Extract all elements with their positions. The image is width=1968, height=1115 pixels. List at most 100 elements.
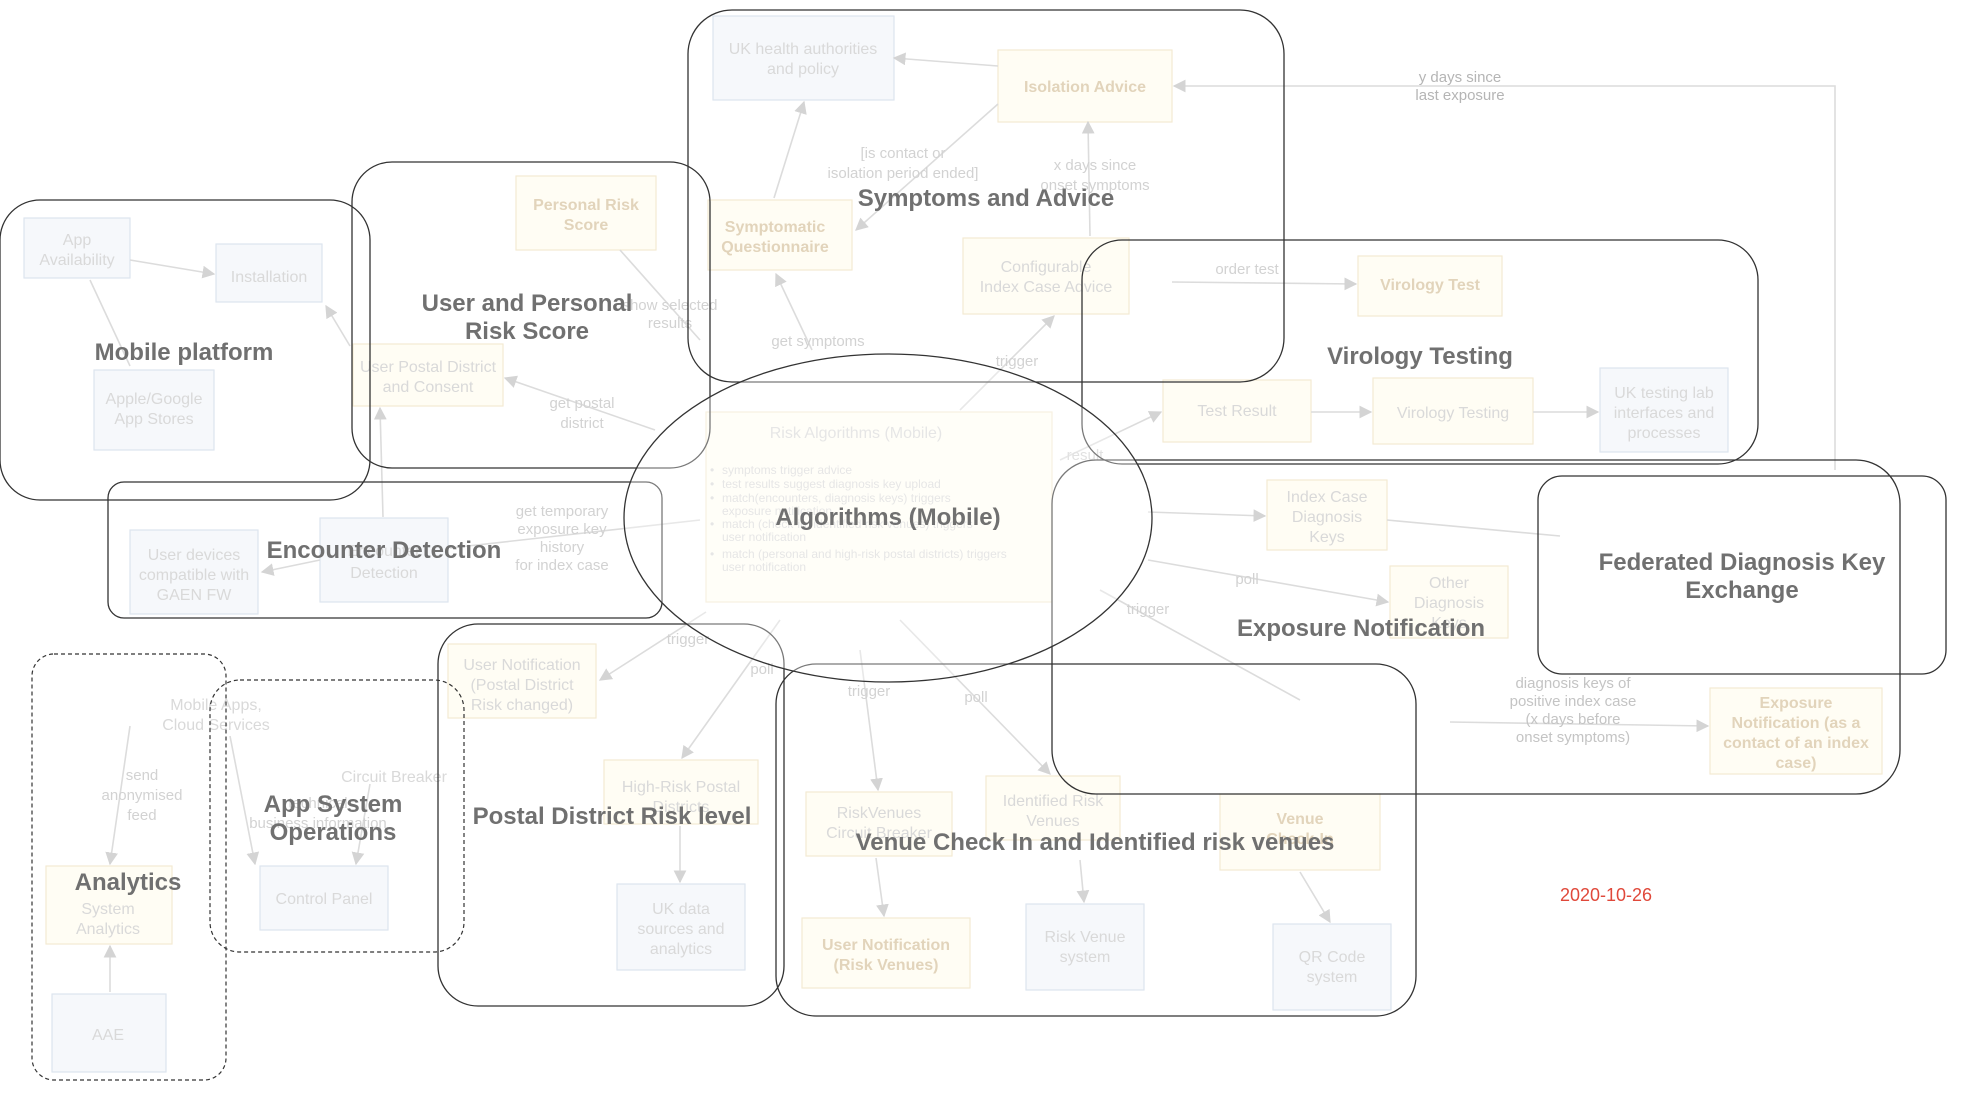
risk-algorithms-label: Risk Algorithms (Mobile) — [770, 425, 942, 442]
system-analytics-node — [45, 865, 173, 945]
risk-bullet: • — [710, 491, 714, 505]
app-availability-label: App Availability — [39, 232, 114, 269]
risk-bullet: • — [710, 477, 714, 491]
group-venue-checkin — [775, 663, 1417, 1017]
venue-checkin-label: Venue Check-In — [1266, 811, 1334, 848]
symptomatic-questionnaire-node — [707, 199, 853, 271]
mobile-apps-cloud-label: Mobile Apps, Cloud Services — [162, 697, 270, 734]
user-notification-postal-label: User Notification (Postal District Risk ch… — [463, 657, 580, 714]
trigger-label-4: trigger — [848, 683, 891, 700]
virology-test-label: Virology Test — [1380, 277, 1481, 294]
risk-bullet: • — [710, 463, 714, 477]
risk-algorithms-node — [705, 411, 1053, 603]
edges — [89, 52, 1836, 992]
risk-bullets: • symptoms trigger advice • test results… — [710, 463, 1007, 574]
configurable-index-label: Configurable Index Case Advice — [980, 259, 1113, 296]
group-algorithms — [623, 353, 1153, 683]
virology-testing-node-label: Virology Testing — [1397, 405, 1509, 422]
uk-testing-lab-node — [1599, 367, 1729, 453]
group-exposure-notification — [1051, 459, 1901, 795]
user-notification-venues-label: User Notification (Risk Venues) — [822, 937, 950, 974]
venue-checkin-title: Venue Check In and Identified risk venue… — [856, 829, 1335, 856]
system-analytics-label: System Analytics — [76, 901, 140, 938]
group-titles: Symptoms and Advice User and Personal Ris… — [75, 185, 1886, 896]
encounter-detection-node-label: Encounter Detection — [348, 543, 422, 582]
risk-venue-system-node — [1025, 903, 1145, 991]
identified-risk-venues-node — [985, 775, 1121, 841]
symptomatic-questionnaire-label: Symptomatic Questionnaire — [721, 219, 829, 256]
qr-code-system-node — [1272, 923, 1392, 1011]
poll-label-3: poll — [964, 689, 987, 706]
group-user-personal-risk — [351, 161, 711, 469]
identified-risk-venues-label: Identified Risk Venues — [1003, 793, 1104, 830]
group-mobile-platform — [0, 199, 371, 501]
qr-code-system-label: QR Code system — [1299, 949, 1366, 986]
configurable-index-node — [962, 237, 1130, 315]
poll-label-1: poll — [1235, 571, 1258, 588]
personal-risk-score-label: Personal Risk Score — [533, 197, 639, 234]
user-postal-district-node — [352, 343, 504, 407]
x-days-label: x days since onset symptoms — [1040, 157, 1149, 194]
user-devices-label: User devices compatible with GAEN FW — [139, 547, 249, 604]
node-boxes — [23, 15, 1883, 1073]
index-case-keys-node — [1266, 479, 1388, 551]
send-anonymised-label: send anonymised feed — [102, 767, 183, 824]
group-symptoms-advice — [687, 9, 1285, 383]
date-stamp: 2020-10-26 — [1560, 885, 1652, 905]
group-postal-district-risk — [437, 623, 785, 1007]
risk-bullet: • — [710, 547, 714, 561]
control-panel-label: Control Panel — [276, 891, 373, 908]
uk-data-sources-label: UK data sources and analytics — [637, 901, 724, 958]
app-stores-label: Apple/Google App Stores — [106, 391, 203, 428]
app-stores-node — [93, 369, 215, 451]
trigger-label-3: trigger — [667, 631, 710, 648]
algorithms-title: Algorithms (Mobile) — [775, 504, 1000, 531]
group-encounter-detection — [107, 481, 663, 619]
group-federated-keys — [1537, 475, 1947, 675]
isolation-advice-node — [997, 49, 1173, 123]
user-devices-node — [129, 529, 259, 615]
circuit-breaker-label: Circuit Breaker — [341, 769, 447, 786]
isolation-advice-label: Isolation Advice — [1024, 79, 1146, 96]
risk-bullet-text: test results suggest diagnosis key uploa… — [722, 477, 941, 491]
riskvenues-cb-node — [805, 791, 953, 857]
high-risk-postal-label: High-Risk Postal Districts — [622, 779, 740, 816]
risk-bullet-text-4: match (personal and high-risk postal dis… — [722, 547, 1007, 574]
encounter-detection-title: Encounter Detection — [267, 537, 502, 564]
symptoms-advice-title: Symptoms and Advice — [858, 185, 1115, 212]
postal-district-risk-title: Postal District Risk level — [473, 803, 752, 830]
encounter-detection-node — [319, 517, 449, 603]
mobile-platform-title: Mobile platform — [95, 339, 274, 366]
exposure-notification-node-label: Exposure Notification (as a contact of an … — [1723, 695, 1869, 772]
virology-testing-title: Virology Testing — [1327, 343, 1513, 370]
other-diagnosis-keys-label: Other Diagnosis Keys — [1414, 575, 1484, 632]
diagnosis-keys-positive-label: diagnosis keys of positive index case (x d… — [1510, 675, 1637, 746]
show-selected-label: show selected results — [622, 297, 717, 332]
virology-testing-node — [1372, 377, 1534, 445]
app-availability-node — [23, 217, 131, 279]
trigger-label-1: trigger — [996, 353, 1039, 370]
virology-test-node — [1357, 255, 1503, 317]
user-notification-venues-node — [801, 917, 971, 989]
risk-venue-system-label: Risk Venue system — [1045, 929, 1126, 966]
exposure-notification-title: Exposure Notification — [1237, 615, 1485, 642]
other-diagnosis-keys-node — [1389, 565, 1509, 639]
app-system-ops-title: App System Operations — [264, 791, 403, 846]
personal-risk-score-node — [515, 175, 657, 251]
uk-health-node — [712, 15, 895, 101]
edge-labels: y days since last exposure [is contact or… — [102, 69, 1637, 832]
federated-keys-title: Federated Diagnosis Key Exchange — [1599, 549, 1886, 604]
uk-data-sources-node — [616, 883, 746, 971]
installation-node — [215, 243, 323, 303]
order-test-label: order test — [1215, 261, 1279, 278]
high-risk-postal-node — [603, 759, 759, 825]
analytics-title: Analytics — [75, 869, 182, 896]
node-labels: UK health authorities and policy Isolatio… — [39, 41, 1869, 1044]
is-contact-label: [is contact or isolation period ended] — [828, 145, 979, 182]
risk-bullet-text-2: match(encounters, diagnosis keys) trigge… — [722, 491, 951, 518]
trigger-label-2: trigger — [1127, 601, 1170, 618]
test-result-label: Test Result — [1197, 403, 1277, 420]
uk-health-label: UK health authorities and policy — [729, 41, 878, 78]
y-days-label: y days since last exposure — [1415, 69, 1504, 104]
